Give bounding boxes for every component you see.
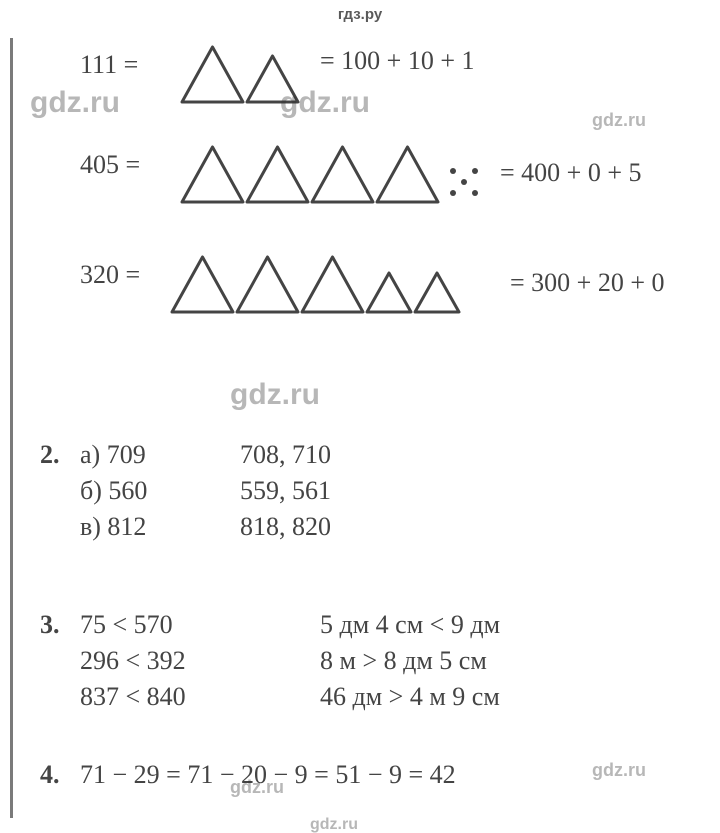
triangle-icon — [413, 271, 461, 314]
exercise-2: 2.а) 709708, 710б) 560559, 561в) 812818,… — [40, 440, 331, 548]
ex2-number — [40, 512, 80, 542]
triangle-icon — [245, 145, 310, 204]
triangle-icon — [235, 255, 300, 314]
ex2-col-b: 818, 820 — [240, 512, 331, 542]
ex2-number: 2. — [40, 440, 80, 470]
ex3-col-a: 837 < 840 — [80, 682, 320, 712]
eq-left: 320 = — [80, 260, 140, 290]
page-header: гдз.ру — [0, 6, 720, 23]
ex3-number — [40, 682, 80, 712]
ex3-line: 296 < 3928 м > 8 дм 5 см — [40, 646, 500, 676]
decomposition-row: 111 = = 100 + 10 + 1 — [40, 40, 700, 120]
ex2-col-a: б) 560 — [80, 476, 240, 506]
ex3-col-a: 75 < 570 — [80, 610, 320, 640]
eq-left: 405 = — [80, 150, 140, 180]
decomposition-row: 320 = = 300 + 20 + 0 — [40, 250, 700, 330]
triangle-group — [180, 140, 440, 204]
exercise-4: 4. 71 − 29 = 71 − 20 − 9 = 51 − 9 = 42 — [40, 760, 456, 796]
ex2-number — [40, 476, 80, 506]
eq-right: = 300 + 20 + 0 — [510, 268, 665, 298]
ex2-line: в) 812818, 820 — [40, 512, 331, 542]
triangle-group — [180, 40, 300, 104]
left-rule — [10, 38, 13, 818]
dot-icon — [450, 168, 456, 174]
dot-group — [450, 168, 490, 198]
eq-right: = 100 + 10 + 1 — [320, 46, 475, 76]
dot-icon — [472, 168, 478, 174]
ex3-line: 837 < 84046 дм > 4 м 9 см — [40, 682, 500, 712]
triangle-icon — [365, 271, 413, 314]
triangle-icon — [245, 54, 300, 104]
decomposition-row: 405 = = 400 + 0 + 5 — [40, 140, 700, 220]
triangle-icon — [310, 145, 375, 204]
watermark: gdz.ru — [310, 816, 358, 833]
dot-icon — [450, 190, 456, 196]
eq-left: 111 = — [80, 50, 138, 80]
ex3-col-b: 46 дм > 4 м 9 см — [320, 682, 500, 712]
triangle-group — [170, 250, 461, 314]
watermark: gdz.ru — [592, 760, 646, 781]
ex3-col-b: 8 м > 8 дм 5 см — [320, 646, 487, 676]
ex3-col-b: 5 дм 4 см < 9 дм — [320, 610, 500, 640]
ex2-line: б) 560559, 561 — [40, 476, 331, 506]
ex3-number — [40, 646, 80, 676]
triangle-icon — [300, 255, 365, 314]
ex2-col-b: 559, 561 — [240, 476, 331, 506]
ex3-col-a: 296 < 392 — [80, 646, 320, 676]
eq-right: = 400 + 0 + 5 — [500, 158, 642, 188]
triangle-icon — [180, 145, 245, 204]
watermark: gdz.ru — [230, 378, 320, 412]
ex2-col-a: а) 709 — [80, 440, 240, 470]
dot-icon — [472, 190, 478, 196]
triangle-icon — [170, 255, 235, 314]
ex2-line: 2.а) 709708, 710 — [40, 440, 331, 470]
ex3-number: 3. — [40, 610, 80, 640]
triangle-icon — [180, 45, 245, 104]
ex2-col-b: 708, 710 — [240, 440, 331, 470]
ex4-number: 4. — [40, 760, 80, 790]
ex4-text: 71 − 29 = 71 − 20 − 9 = 51 − 9 = 42 — [80, 760, 456, 790]
exercise-3: 3.75 < 5705 дм 4 см < 9 дм296 < 3928 м >… — [40, 610, 500, 718]
triangle-icon — [375, 145, 440, 204]
ex2-col-a: в) 812 — [80, 512, 240, 542]
ex3-line: 3.75 < 5705 дм 4 см < 9 дм — [40, 610, 500, 640]
dot-icon — [461, 179, 467, 185]
